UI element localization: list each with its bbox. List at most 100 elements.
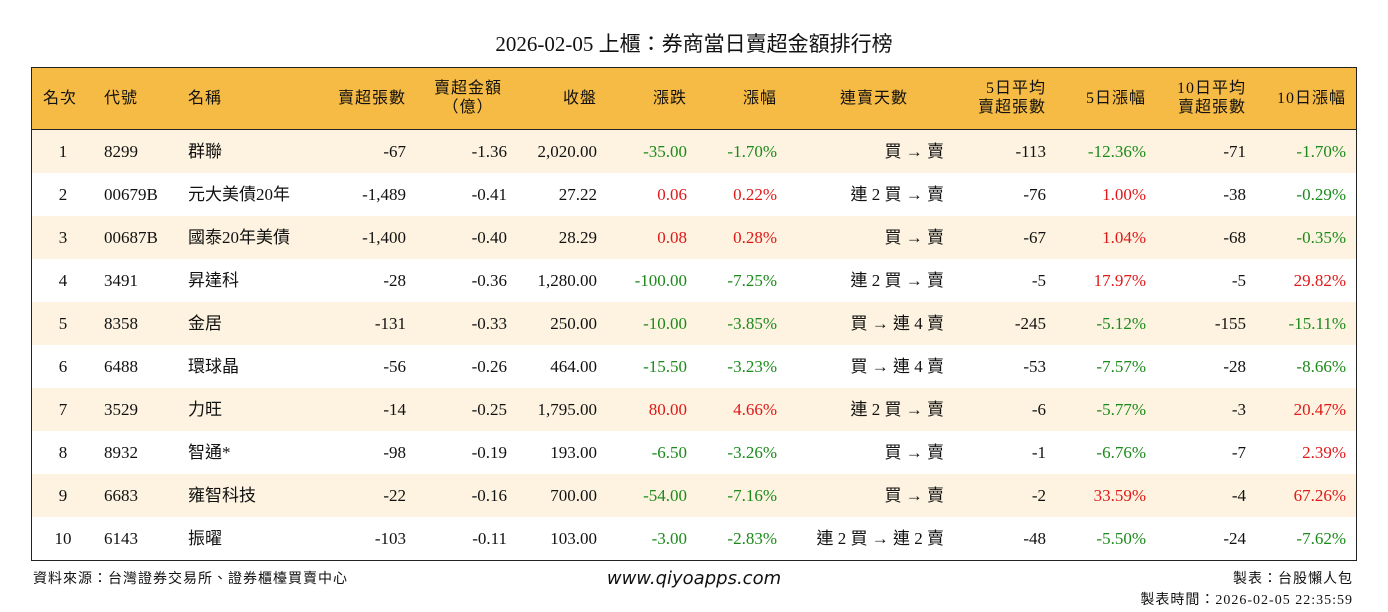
table-cell: 昇達科: [188, 271, 239, 290]
table-cell: 8299: [104, 142, 138, 161]
table-cell: -6.50: [651, 443, 687, 462]
column-header: 連賣天數: [839, 90, 908, 107]
table-cell: -28: [1223, 357, 1246, 376]
table-cell: 5: [58, 314, 68, 333]
table-cell: 3: [58, 228, 68, 247]
table-cell: 環球晶: [188, 357, 239, 376]
column-header: 10日漲幅: [1276, 90, 1346, 107]
table-cell: -1,489: [362, 185, 406, 204]
table-cell: 1,795.00: [537, 400, 598, 419]
table-cell: 買 → 連 4 賣: [850, 357, 945, 376]
table-cell: -6.76%: [1096, 443, 1146, 462]
column-header: 漲幅: [742, 90, 777, 107]
table-cell: 3491: [104, 271, 138, 290]
table-cell: 00687B: [104, 228, 158, 247]
table-cell: -56: [383, 357, 406, 376]
table-row: 1 8299 群聯 -67 -1.36 2,020.00 -35.00 -1.70% 買 → 賣…: [32, 130, 1356, 173]
table-row: 9 6683 雍智科技 -22 -0.16 700.00 -54.00 -7.16% 買 → 賣…: [32, 474, 1356, 517]
table-cell: -5.77%: [1096, 400, 1146, 419]
table-cell: 7: [58, 400, 68, 419]
table-cell: 6683: [104, 486, 138, 505]
table-cell: 2,020.00: [537, 142, 598, 161]
column-header: 名稱: [188, 90, 223, 107]
table-cell: -0.40: [471, 228, 507, 247]
table-cell: 193.00: [550, 443, 597, 462]
table-cell: -0.16: [471, 486, 507, 505]
table-cell: -22: [383, 486, 406, 505]
table-cell: -68: [1223, 228, 1246, 247]
table-cell: 國泰20年美債: [188, 228, 290, 247]
column-header: 漲跌: [652, 90, 687, 107]
table-cell: -67: [383, 142, 406, 161]
table-cell: 3529: [104, 400, 138, 419]
table-row: 2 00679B 元大美債20年 -1,489 -0.41 27.22 0.06 0.22% 連…: [32, 173, 1356, 216]
table-cell: 1: [58, 142, 68, 161]
table-cell: 80.00: [648, 400, 687, 419]
table: 名次 代號 名稱 賣超張數 賣超金額 （億） 收盤 漲跌 漲幅 連賣天數 5日平均 賣超張數 5日漲…: [31, 67, 1357, 561]
table-cell: -0.11: [472, 529, 507, 548]
table-cell: 6: [58, 357, 68, 376]
table-cell: -48: [1023, 529, 1046, 548]
table-cell: -113: [1015, 142, 1046, 161]
maker: 製表：台股懶人包: [1233, 572, 1353, 587]
table-cell: -35.00: [643, 142, 687, 161]
source: 資料來源：台灣證券交易所、證券櫃檯買賣中心: [33, 572, 348, 587]
table-cell: -54.00: [643, 486, 687, 505]
table-cell: 0.08: [657, 228, 687, 247]
table-cell: 力旺: [188, 400, 222, 419]
table-cell: 700.00: [550, 486, 597, 505]
website: www.qiyoapps.com: [606, 568, 782, 589]
table-cell: -5.12%: [1096, 314, 1146, 333]
table-row: 3 00687B 國泰20年美債 -1,400 -0.40 28.29 0.08 0.28% 買…: [32, 216, 1356, 259]
table-cell: 67.26%: [1293, 486, 1346, 505]
table-header: 名次 代號 名稱 賣超張數 賣超金額 （億） 收盤 漲跌 漲幅 連賣天數 5日平均 賣超張數 5日漲…: [32, 68, 1356, 130]
table-cell: 連 2 買 → 賣: [850, 271, 945, 290]
table-cell: 4.66%: [733, 400, 777, 419]
table-cell: 250.00: [550, 314, 597, 333]
table-cell: -7.62%: [1296, 529, 1346, 548]
title: 2026-02-05 上櫃：券商當日賣超金額排行榜: [495, 32, 893, 56]
table-cell: -12.36%: [1087, 142, 1146, 161]
table-cell: -4: [1231, 486, 1246, 505]
column-header: 10日平均 賣超張數: [1176, 80, 1246, 116]
table-cell: -14: [383, 400, 406, 419]
table-cell: -28: [383, 271, 406, 290]
table-cell: -15.50: [643, 357, 687, 376]
table-row: 7 3529 力旺 -14 -0.25 1,795.00 80.00 4.66% 連 2 買 →…: [32, 388, 1356, 431]
column-header: 5日漲幅: [1085, 90, 1146, 107]
table-cell: -5.50%: [1096, 529, 1146, 548]
table-cell: 1,280.00: [537, 271, 598, 290]
time: 製表時間：2026-02-05 22:35:59: [1140, 593, 1353, 608]
table-cell: 0.22%: [733, 185, 777, 204]
table-cell: -38: [1223, 185, 1246, 204]
table-cell: -8.66%: [1296, 357, 1346, 376]
table-row: 5 8358 金居 -131 -0.33 250.00 -10.00 -3.85% 買 → 連 …: [32, 302, 1356, 345]
table-cell: 20.47%: [1293, 400, 1346, 419]
table-cell: -5: [1231, 271, 1246, 290]
table-cell: 9: [58, 486, 68, 505]
table-cell: -7: [1231, 443, 1246, 462]
table-cell: -1.36: [471, 142, 507, 161]
table-cell: -0.29%: [1296, 185, 1346, 204]
table-cell: -103: [374, 529, 406, 548]
column-header: 賣超金額 （億）: [433, 80, 502, 116]
table-cell: -15.11%: [1288, 314, 1346, 333]
table-cell: 連 2 買 → 連 2 賣: [816, 529, 945, 548]
table-cell: 00679B: [104, 185, 158, 204]
table-cell: -76: [1023, 185, 1046, 204]
table-cell: 雍智科技: [188, 486, 256, 505]
table-cell: -0.19: [471, 443, 507, 462]
column-header: 代號: [104, 90, 139, 107]
column-header: 名次: [43, 90, 78, 107]
table-cell: -100.00: [634, 271, 687, 290]
table-cell: 10: [54, 529, 72, 548]
table-cell: -0.25: [471, 400, 507, 419]
table-cell: 6143: [104, 529, 138, 548]
table-cell: 103.00: [550, 529, 597, 548]
column-header: 收盤: [562, 90, 597, 107]
table-cell: -3.00: [651, 529, 687, 548]
table-cell: 4: [58, 271, 68, 290]
table-cell: 27.22: [558, 185, 597, 204]
table-cell: -3.26%: [727, 443, 777, 462]
